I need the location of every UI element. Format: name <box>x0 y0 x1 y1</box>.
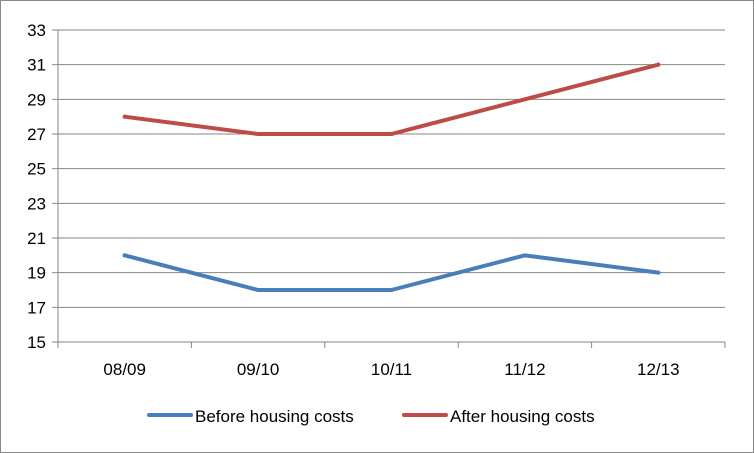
x-tick-label-09-10: 09/10 <box>237 360 280 379</box>
y-tick-label-27: 27 <box>27 125 46 144</box>
y-tick-label-33: 33 <box>27 21 46 40</box>
y-tick-label-25: 25 <box>27 160 46 179</box>
data-point-after-housing-costs-10-11 <box>389 132 394 136</box>
y-tick-label-23: 23 <box>27 194 46 213</box>
y-tick-label-19: 19 <box>27 264 46 283</box>
data-series <box>122 62 661 292</box>
series-before-housing-costs <box>122 253 661 292</box>
data-point-after-housing-costs-12-13 <box>656 62 661 67</box>
data-point-after-housing-costs-11-12 <box>522 97 527 102</box>
legend-entry-before-housing-costs: Before housing costs <box>147 407 354 426</box>
data-point-before-housing-costs-09-10 <box>256 288 261 292</box>
x-tick-label-12-13: 12/13 <box>637 360 680 379</box>
y-tick-label-29: 29 <box>27 90 46 109</box>
legend: Before housing costs After housing costs <box>147 407 595 426</box>
x-tick-label-11-12: 11/12 <box>504 360 545 379</box>
axes <box>52 29 726 348</box>
data-point-before-housing-costs-10-11 <box>389 288 394 292</box>
y-axis-tick-labels: 15 17 19 21 23 25 27 29 31 33 <box>27 21 46 352</box>
y-tick-label-15: 15 <box>27 333 46 352</box>
x-tick-label-08-09: 08/09 <box>103 360 146 379</box>
legend-label-before-housing-costs: Before housing costs <box>195 407 354 426</box>
data-point-after-housing-costs-09-10 <box>256 132 261 136</box>
y-tick-label-21: 21 <box>27 229 46 248</box>
x-tick-label-10-11: 10/11 <box>371 360 412 379</box>
data-point-before-housing-costs-08-09 <box>122 253 127 258</box>
y-tick-label-17: 17 <box>27 298 46 317</box>
data-point-after-housing-costs-08-09 <box>122 114 127 119</box>
data-point-before-housing-costs-11-12 <box>522 253 527 258</box>
y-tick-label-31: 31 <box>27 56 46 75</box>
legend-entry-after-housing-costs: After housing costs <box>402 407 595 426</box>
data-point-before-housing-costs-12-13 <box>656 270 661 275</box>
legend-label-after-housing-costs: After housing costs <box>450 407 595 426</box>
series-after-housing-costs <box>122 62 661 136</box>
x-axis-tick-labels: 08/09 09/10 10/11 11/12 12/13 <box>103 360 679 379</box>
